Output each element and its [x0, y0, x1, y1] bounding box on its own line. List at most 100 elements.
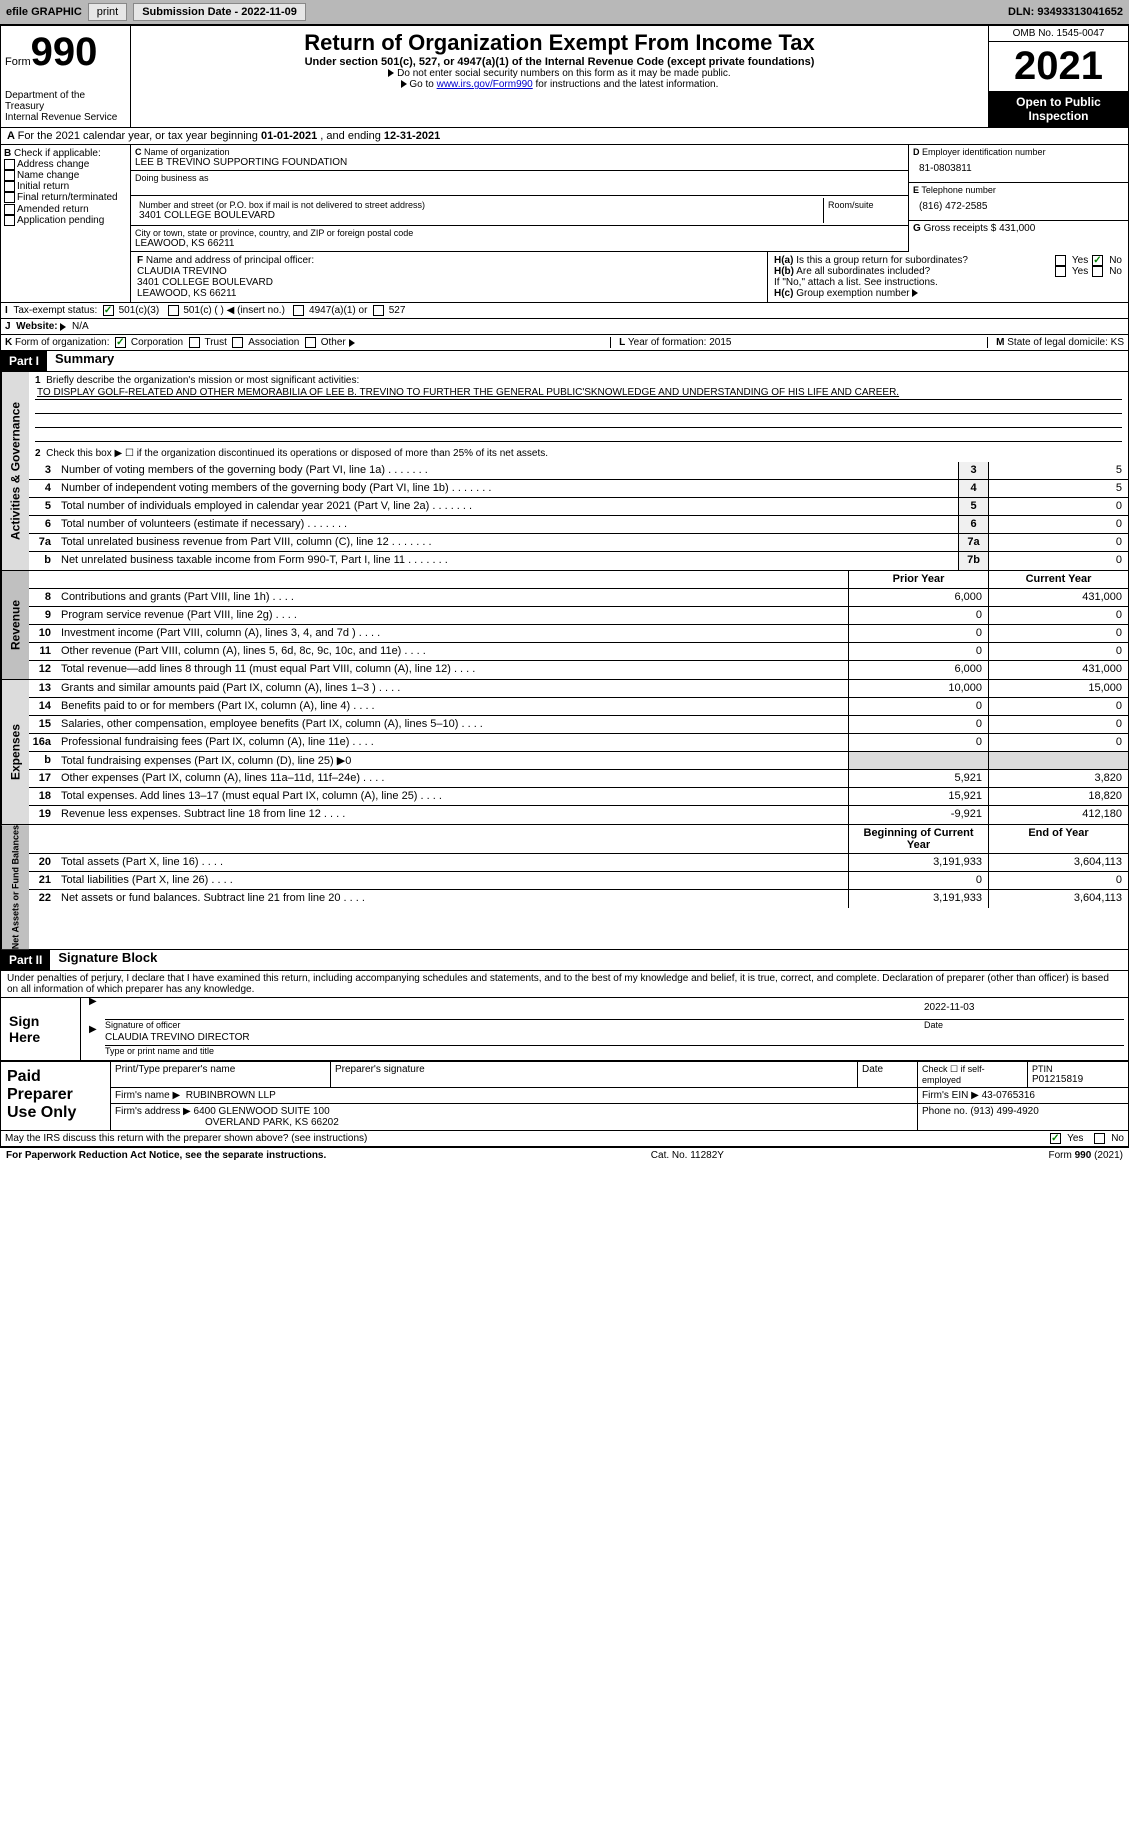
irs-link[interactable]: www.irs.gov/Form990	[437, 79, 533, 90]
signature-block: Sign Here Signature of officer 2022-11-0…	[0, 998, 1129, 1061]
expenses-section: Expenses 13Grants and similar amounts pa…	[0, 680, 1129, 825]
tax-year: 2021	[989, 42, 1128, 91]
chk-trust[interactable]	[189, 337, 200, 348]
row-k: K Form of organization: Corporation Trus…	[0, 335, 1129, 351]
table-row: 9Program service revenue (Part VIII, lin…	[29, 607, 1128, 625]
row-a: A For the 2021 calendar year, or tax yea…	[0, 128, 1129, 145]
chk-assoc[interactable]	[232, 337, 243, 348]
vtab-revenue: Revenue	[1, 571, 29, 679]
chk-discuss-yes[interactable]	[1050, 1133, 1061, 1144]
chk-address-change[interactable]: Address change	[4, 159, 127, 170]
room-label: Room/suite	[828, 200, 900, 210]
part2-header: Part II Signature Block	[0, 950, 1129, 971]
org-name: LEE B TREVINO SUPPORTING FOUNDATION	[135, 157, 904, 168]
part1-header: Part I Summary	[0, 351, 1129, 372]
cat-no: Cat. No. 11282Y	[651, 1150, 724, 1161]
firm-addr1: 6400 GLENWOOD SUITE 100	[194, 1106, 330, 1117]
type-name-label: Type or print name and title	[105, 1046, 1124, 1056]
table-row: 19Revenue less expenses. Subtract line 1…	[29, 806, 1128, 824]
row-f-h: F Name and address of principal officer:…	[0, 252, 1129, 303]
firm-ein-label: Firm's EIN ▶	[922, 1090, 979, 1101]
h-note: If "No," attach a list. See instructions…	[774, 277, 1122, 288]
discuss-row: May the IRS discuss this return with the…	[0, 1131, 1129, 1147]
chk-corp[interactable]	[115, 337, 126, 348]
prep-self-emp: Check ☐ if self-employed	[918, 1062, 1028, 1087]
ptin: P01215819	[1032, 1074, 1124, 1085]
firm-phone: (913) 499-4920	[970, 1106, 1038, 1117]
sig-date: 2022-11-03	[924, 1002, 1124, 1020]
chk-name-change[interactable]: Name change	[4, 170, 127, 181]
col-current: Current Year	[988, 571, 1128, 588]
print-button[interactable]: print	[88, 3, 127, 21]
officer-addr2: LEAWOOD, KS 66211	[137, 288, 761, 299]
open-public: Open to Public Inspection	[989, 91, 1128, 127]
firm-addr2: OVERLAND PARK, KS 66202	[115, 1117, 913, 1128]
net-assets-section: Net Assets or Fund Balances Beginning of…	[0, 825, 1129, 950]
firm-phone-label: Phone no.	[922, 1106, 968, 1117]
chk-final-return[interactable]: Final return/terminated	[4, 192, 127, 203]
form-number: Form990	[5, 30, 126, 75]
year-formation: L Year of formation: 2015	[610, 337, 731, 348]
efile-label: efile GRAPHIC	[6, 6, 82, 18]
date-label: Date	[924, 1020, 1124, 1030]
form-subtitle: Under section 501(c), 527, or 4947(a)(1)…	[135, 56, 984, 68]
revenue-section: Revenue Prior Year Current Year 8Contrib…	[0, 571, 1129, 680]
box-f-label: F Name and address of principal officer:	[137, 255, 761, 266]
box-b-label: B Check if applicable:	[4, 148, 127, 159]
addr-label: Number and street (or P.O. box if mail i…	[139, 200, 819, 210]
chk-4947[interactable]	[293, 305, 304, 316]
omb-number: OMB No. 1545-0047	[989, 26, 1128, 42]
street-address: 3401 COLLEGE BOULEVARD	[139, 210, 819, 221]
form-title: Return of Organization Exempt From Incom…	[135, 30, 984, 56]
ein: 81-0803811	[913, 157, 1124, 180]
org-name-label: C Name of organization	[135, 147, 904, 157]
chk-other[interactable]	[305, 337, 316, 348]
chk-501c[interactable]	[168, 305, 179, 316]
h-c: H(c) Group exemption number	[774, 288, 1122, 299]
table-row: 14Benefits paid to or for members (Part …	[29, 698, 1128, 716]
h-b: H(b) Are all subordinates included? Yes …	[774, 266, 1122, 277]
entity-info: B Check if applicable: Address change Na…	[0, 145, 1129, 252]
prep-sig-label: Preparer's signature	[331, 1062, 858, 1087]
chk-discuss-no[interactable]	[1094, 1133, 1105, 1144]
table-row: bTotal fundraising expenses (Part IX, co…	[29, 752, 1128, 770]
col-prior: Prior Year	[848, 571, 988, 588]
perjury-declaration: Under penalties of perjury, I declare th…	[0, 971, 1129, 998]
table-row: 20Total assets (Part X, line 16) . . . .…	[29, 854, 1128, 872]
table-row: 5Total number of individuals employed in…	[29, 498, 1128, 516]
dept-treasury: Department of the Treasury Internal Reve…	[5, 90, 126, 123]
officer-addr1: 3401 COLLEGE BOULEVARD	[137, 277, 761, 288]
chk-app-pending[interactable]: Application pending	[4, 215, 127, 226]
vtab-expenses: Expenses	[1, 680, 29, 824]
sig-officer-label: Signature of officer	[105, 1020, 924, 1030]
officer-name: CLAUDIA TREVINO	[137, 266, 761, 277]
table-row: 10Investment income (Part VIII, column (…	[29, 625, 1128, 643]
instr-1: Do not enter social security numbers on …	[135, 68, 984, 79]
line-2: Check this box ▶ ☐ if the organization d…	[46, 448, 548, 459]
pra-notice: For Paperwork Reduction Act Notice, see …	[6, 1150, 326, 1161]
chk-527[interactable]	[373, 305, 384, 316]
table-row: 16aProfessional fundraising fees (Part I…	[29, 734, 1128, 752]
telephone: (816) 472-2585	[913, 195, 1124, 218]
website: N/A	[72, 321, 89, 332]
vtab-net: Net Assets or Fund Balances	[1, 825, 29, 949]
prep-date-label: Date	[858, 1062, 918, 1087]
col-end: End of Year	[988, 825, 1128, 853]
table-row: 18Total expenses. Add lines 13–17 (must …	[29, 788, 1128, 806]
table-row: 15Salaries, other compensation, employee…	[29, 716, 1128, 734]
chk-amended[interactable]: Amended return	[4, 204, 127, 215]
phone-label: E Telephone number	[913, 185, 1124, 195]
city-state-zip: LEAWOOD, KS 66211	[135, 238, 904, 249]
table-row: 3Number of voting members of the governi…	[29, 462, 1128, 480]
vtab-governance: Activities & Governance	[1, 372, 29, 570]
paid-preparer: Paid Preparer Use Only Print/Type prepar…	[0, 1061, 1129, 1131]
table-row: 13Grants and similar amounts paid (Part …	[29, 680, 1128, 698]
chk-initial-return[interactable]: Initial return	[4, 181, 127, 192]
ein-label: D Employer identification number	[913, 147, 1124, 157]
table-row: 11Other revenue (Part VIII, column (A), …	[29, 643, 1128, 661]
firm-ein: 43-0765316	[982, 1090, 1035, 1101]
dln: DLN: 93493313041652	[1008, 6, 1123, 18]
triangle-icon	[401, 80, 407, 88]
chk-501c3[interactable]	[103, 305, 114, 316]
row-i: I Tax-exempt status: 501(c)(3) 501(c) ( …	[0, 303, 1129, 319]
